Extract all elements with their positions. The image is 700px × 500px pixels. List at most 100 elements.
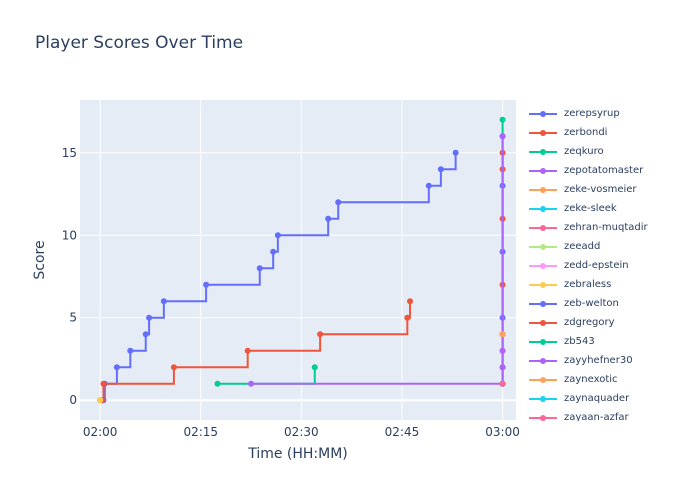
- data-point[interactable]: [256, 265, 263, 272]
- series-zaynexotic[interactable]: [499, 331, 506, 338]
- x-tick-label: 02:00: [83, 425, 118, 439]
- data-point[interactable]: [97, 397, 104, 404]
- chart-title: Player Scores Over Time: [35, 33, 244, 53]
- data-point[interactable]: [499, 347, 506, 354]
- legend-label: zepotatomaster: [564, 165, 644, 176]
- data-point[interactable]: [274, 232, 281, 239]
- legend[interactable]: zerepsyrup zerbondi zeqkuro zepotatomaster z…: [528, 104, 700, 421]
- legend-swatch-icon: [528, 223, 558, 233]
- data-point[interactable]: [437, 166, 444, 173]
- data-point[interactable]: [160, 298, 167, 305]
- plot-background: [80, 100, 516, 420]
- data-point[interactable]: [499, 380, 506, 387]
- legend-swatch-icon: [528, 318, 558, 328]
- data-point[interactable]: [146, 314, 153, 321]
- legend-label: zeke-vosmeier: [564, 184, 637, 195]
- legend-item[interactable]: zayaan-azfar: [528, 408, 700, 421]
- data-point[interactable]: [113, 364, 120, 371]
- legend-label: zerepsyrup: [564, 108, 620, 119]
- data-point[interactable]: [407, 298, 414, 305]
- legend-label: zebraless: [564, 279, 612, 290]
- legend-item[interactable]: zeke-sleek: [528, 199, 700, 218]
- legend-item[interactable]: zeke-vosmeier: [528, 180, 700, 199]
- legend-label: zaynexotic: [564, 374, 618, 385]
- legend-item[interactable]: zayyhefner30: [528, 351, 700, 370]
- legend-label: zedd-epstein: [564, 260, 629, 271]
- data-point[interactable]: [127, 347, 134, 354]
- legend-item[interactable]: zaynaquader: [528, 389, 700, 408]
- legend-item[interactable]: zdgregory: [528, 313, 700, 332]
- data-point[interactable]: [335, 199, 342, 206]
- legend-label: zeb-welton: [564, 298, 619, 309]
- legend-item[interactable]: zedd-epstein: [528, 256, 700, 275]
- legend-swatch-icon: [528, 109, 558, 119]
- legend-item[interactable]: zeb-welton: [528, 294, 700, 313]
- legend-swatch-icon: [528, 261, 558, 271]
- y-tick-label: 0: [69, 393, 77, 407]
- legend-swatch-icon: [528, 413, 558, 422]
- data-point[interactable]: [425, 182, 432, 189]
- data-point[interactable]: [499, 116, 506, 123]
- legend-item[interactable]: zaynexotic: [528, 370, 700, 389]
- legend-swatch-icon: [528, 356, 558, 366]
- data-point[interactable]: [317, 331, 324, 338]
- series-zebraless[interactable]: [97, 397, 104, 404]
- data-point[interactable]: [248, 380, 255, 387]
- data-point[interactable]: [270, 248, 277, 255]
- legend-swatch-icon: [528, 204, 558, 214]
- legend-swatch-icon: [528, 166, 558, 176]
- data-point[interactable]: [325, 215, 332, 222]
- data-point[interactable]: [214, 380, 221, 387]
- legend-item[interactable]: zerepsyrup: [528, 104, 700, 123]
- legend-label: zayaan-azfar: [564, 412, 629, 421]
- data-point[interactable]: [142, 331, 149, 338]
- x-tick-label: 02:15: [183, 425, 218, 439]
- legend-swatch-icon: [528, 337, 558, 347]
- legend-label: zayyhefner30: [564, 355, 633, 366]
- legend-label: zerbondi: [564, 127, 608, 138]
- legend-label: zb543: [564, 336, 595, 347]
- legend-swatch-icon: [528, 394, 558, 404]
- data-point[interactable]: [499, 133, 506, 140]
- legend-label: zeqkuro: [564, 146, 604, 157]
- legend-label: zeke-sleek: [564, 203, 617, 214]
- data-point[interactable]: [100, 380, 107, 387]
- tick-labels: 02:00 02:15 02:30 02:45 03:00 0 5 10 15: [62, 146, 520, 439]
- legend-label: zdgregory: [564, 317, 615, 328]
- y-tick-label: 15: [62, 146, 77, 160]
- legend-label: zaynaquader: [564, 393, 630, 404]
- legend-item[interactable]: zeeadd: [528, 237, 700, 256]
- legend-swatch-icon: [528, 128, 558, 138]
- data-point[interactable]: [404, 314, 411, 321]
- legend-swatch-icon: [528, 185, 558, 195]
- data-point[interactable]: [452, 149, 459, 156]
- data-point[interactable]: [499, 331, 506, 338]
- legend-item[interactable]: zepotatomaster: [528, 161, 700, 180]
- series-zerbondi[interactable]: [99, 298, 414, 404]
- y-tick-label: 10: [62, 228, 77, 242]
- legend-item[interactable]: zb543: [528, 332, 700, 351]
- series-layer: [97, 116, 506, 404]
- series-line: [103, 152, 457, 402]
- data-point[interactable]: [311, 364, 318, 371]
- x-tick-label: 02:45: [385, 425, 420, 439]
- series-zayaan-azfar[interactable]: [499, 380, 506, 387]
- legend-swatch-icon: [528, 375, 558, 385]
- grid: [80, 100, 516, 420]
- legend-item[interactable]: zeqkuro: [528, 142, 700, 161]
- y-tick-label: 5: [69, 311, 77, 325]
- legend-swatch-icon: [528, 280, 558, 290]
- data-point[interactable]: [499, 364, 506, 371]
- legend-item[interactable]: zebraless: [528, 275, 700, 294]
- data-point[interactable]: [244, 347, 251, 354]
- legend-swatch-icon: [528, 299, 558, 309]
- legend-item[interactable]: zerbondi: [528, 123, 700, 142]
- y-axis-title: Score: [32, 240, 48, 280]
- legend-label: zehran-muqtadir: [564, 222, 648, 233]
- data-point[interactable]: [170, 364, 177, 371]
- data-point[interactable]: [203, 281, 210, 288]
- legend-item[interactable]: zehran-muqtadir: [528, 218, 700, 237]
- legend-swatch-icon: [528, 242, 558, 252]
